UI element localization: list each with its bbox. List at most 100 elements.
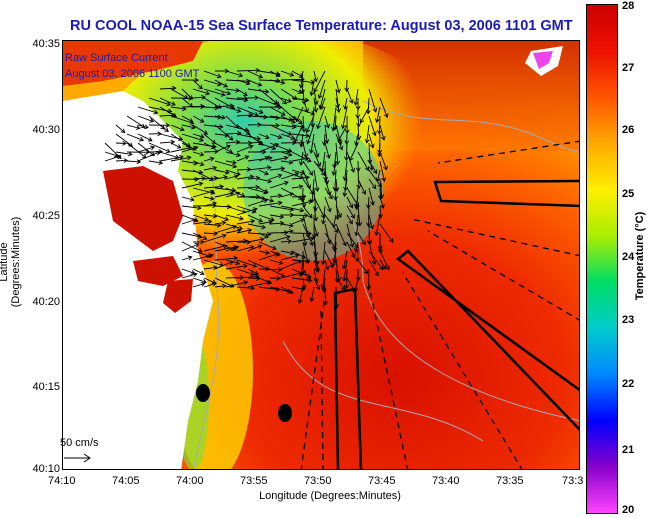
current-vector-head (277, 134, 283, 140)
current-vector (203, 214, 217, 217)
current-vector-head (355, 276, 361, 282)
current-vector (225, 214, 244, 220)
sst-map[interactable] (62, 40, 580, 470)
current-vector (368, 214, 373, 229)
current-vector (115, 133, 133, 147)
current-vector-head (240, 192, 246, 198)
current-vector (236, 145, 253, 153)
current-vector (236, 205, 256, 213)
current-vector (280, 254, 299, 261)
current-vector (236, 246, 254, 252)
current-vector (269, 181, 289, 189)
current-vector (360, 106, 370, 123)
cold-patch-magenta (533, 51, 553, 69)
current-vector-head (194, 77, 200, 83)
current-vector-head (266, 280, 272, 286)
current-vector-head (214, 149, 219, 154)
current-vector-head (200, 104, 205, 110)
current-vector (357, 259, 368, 274)
current-vector-head (294, 172, 300, 177)
current-vector (335, 205, 342, 218)
current-vector (333, 151, 337, 168)
current-vector (214, 105, 234, 108)
current-vector-head (354, 257, 360, 263)
current-vector-head (238, 72, 244, 78)
current-vector-head (308, 171, 313, 176)
current-vector (225, 265, 248, 270)
current-vector-head (209, 176, 214, 181)
current-vector (280, 133, 295, 140)
current-vector (280, 124, 296, 128)
current-vector (203, 282, 217, 288)
current-vector (342, 106, 348, 129)
current-vector (258, 70, 280, 75)
current-vector (225, 169, 241, 176)
current-vector (280, 286, 294, 294)
current-vector-head (315, 268, 320, 274)
current-vector (280, 160, 293, 164)
current-vector-head (212, 265, 218, 271)
current-vector-head (187, 255, 193, 261)
current-vector-head (272, 245, 277, 251)
current-vector (355, 196, 359, 208)
current-vector-head (232, 224, 238, 230)
current-vector (192, 268, 205, 275)
current-vector (236, 186, 260, 189)
current-vector (258, 187, 269, 194)
current-vector-head (275, 115, 281, 121)
current-vector-head (361, 240, 366, 246)
current-vector-head (150, 145, 156, 151)
current-vector-head (378, 214, 383, 219)
current-vector (214, 257, 238, 261)
current-vector-head (233, 174, 239, 179)
current-vector-head (323, 301, 328, 306)
current-vector-head (236, 108, 242, 113)
current-vector (313, 70, 317, 82)
current-vector (269, 268, 285, 277)
bathymetry-contour (282, 340, 484, 442)
current-vector-head (349, 243, 355, 248)
current-vector (377, 169, 381, 182)
current-vector-head (287, 131, 293, 136)
current-vector (357, 232, 366, 245)
current-vector (346, 223, 354, 248)
current-vector (137, 124, 149, 129)
current-vector (291, 97, 309, 101)
current-vector (137, 106, 158, 114)
current-vector (335, 79, 340, 93)
current-vector-head (383, 113, 389, 119)
current-vector (181, 196, 194, 201)
current-vector (324, 178, 331, 196)
current-vector-head (370, 200, 375, 206)
current-vector-head (348, 219, 353, 225)
current-vector-head (220, 91, 226, 97)
current-vector (321, 151, 326, 172)
current-vector (324, 232, 336, 249)
current-vector-head (205, 90, 211, 96)
current-vector-head (380, 135, 386, 141)
current-vector (181, 146, 198, 153)
current-vector (181, 268, 195, 274)
current-vector (192, 282, 205, 288)
current-vector (236, 208, 258, 216)
current-vector-head (381, 177, 387, 182)
current-vector-head (233, 255, 239, 261)
current-vector (236, 155, 249, 162)
current-vector (355, 133, 359, 146)
current-vector (181, 97, 193, 108)
current-vector-head (247, 228, 253, 233)
current-vector (310, 79, 315, 96)
current-vector (170, 133, 191, 147)
current-vector (192, 88, 210, 95)
current-vector (192, 254, 214, 261)
y-tick-label: 40:30 (32, 124, 60, 136)
current-vector-head (372, 107, 378, 113)
current-vector (313, 277, 320, 290)
current-vector-head (199, 118, 205, 123)
current-vector (291, 200, 313, 207)
current-vector-head (243, 95, 249, 101)
current-vector-head (223, 174, 228, 180)
current-vector-head (338, 145, 344, 151)
current-vector (258, 250, 270, 254)
current-vector (225, 223, 243, 230)
